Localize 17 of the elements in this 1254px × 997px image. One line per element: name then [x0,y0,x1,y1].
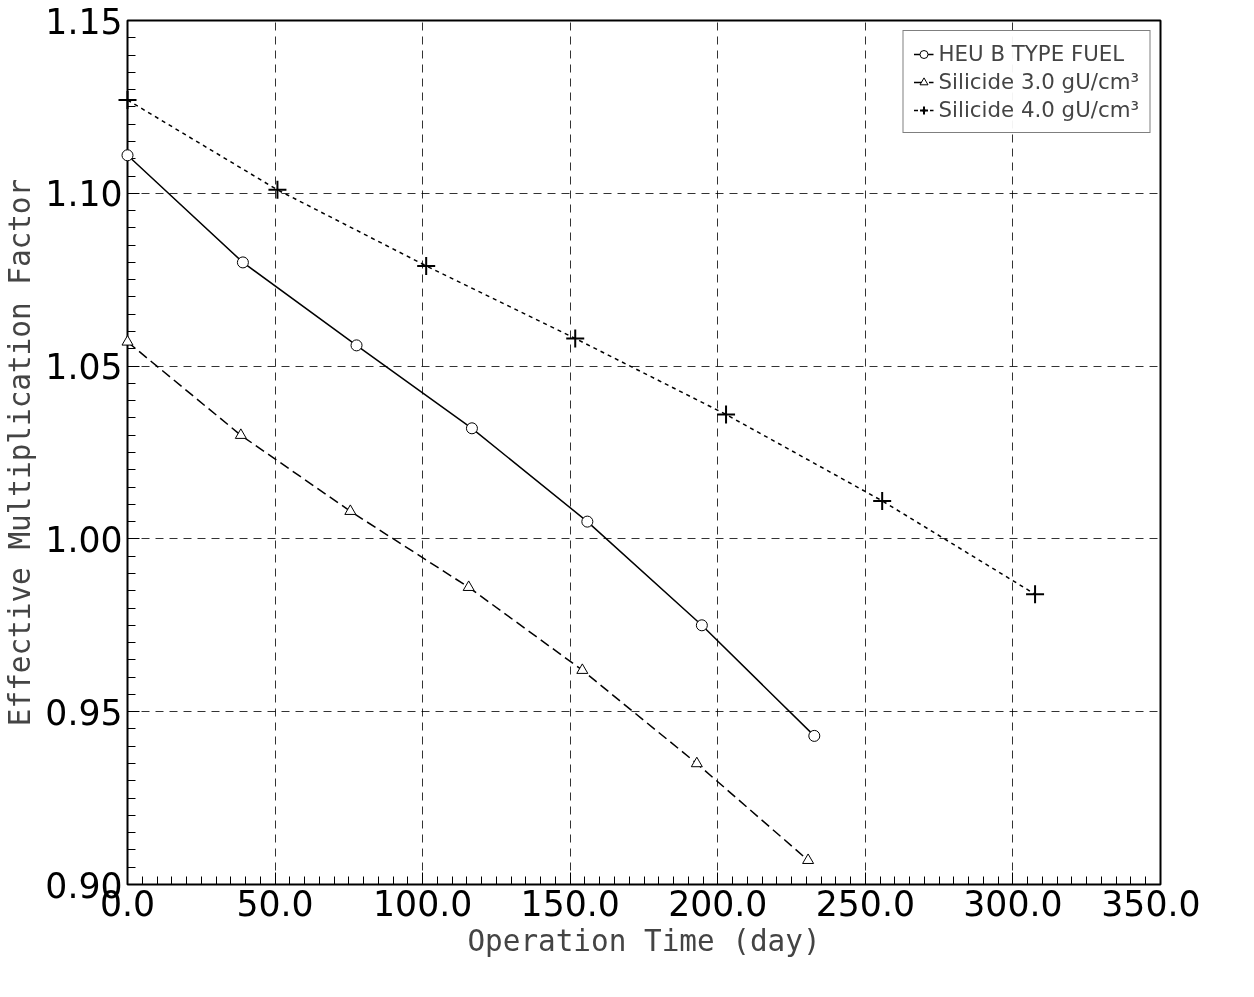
y-tick-label: 1.10 [45,174,123,215]
y-tick-label: 1.15 [45,1,123,42]
x-tick-label: 300.0 [963,883,1063,924]
x-tick-label: 50.0 [236,883,314,924]
y-tick-label: 1.00 [45,519,123,560]
legend-label: Silicide 4.0 gU/cm³ [938,97,1139,122]
y-tick-label: 1.05 [45,347,123,388]
legend-label: HEU B TYPE FUEL [938,41,1125,66]
x-tick-label: 250.0 [815,883,915,924]
x-tick-label: 150.0 [520,883,620,924]
x-tick-label: 200.0 [668,883,768,924]
x-axis-title: Operation Time (day) [467,923,821,958]
x-tick-label: 100.0 [373,883,473,924]
x-tick-label: 350.0 [1101,883,1201,924]
y-tick-label: 0.95 [45,692,123,733]
y-axis-title: Effective Multiplication Factor [3,178,38,727]
legend-label: Silicide 3.0 gU/cm³ [938,69,1139,94]
